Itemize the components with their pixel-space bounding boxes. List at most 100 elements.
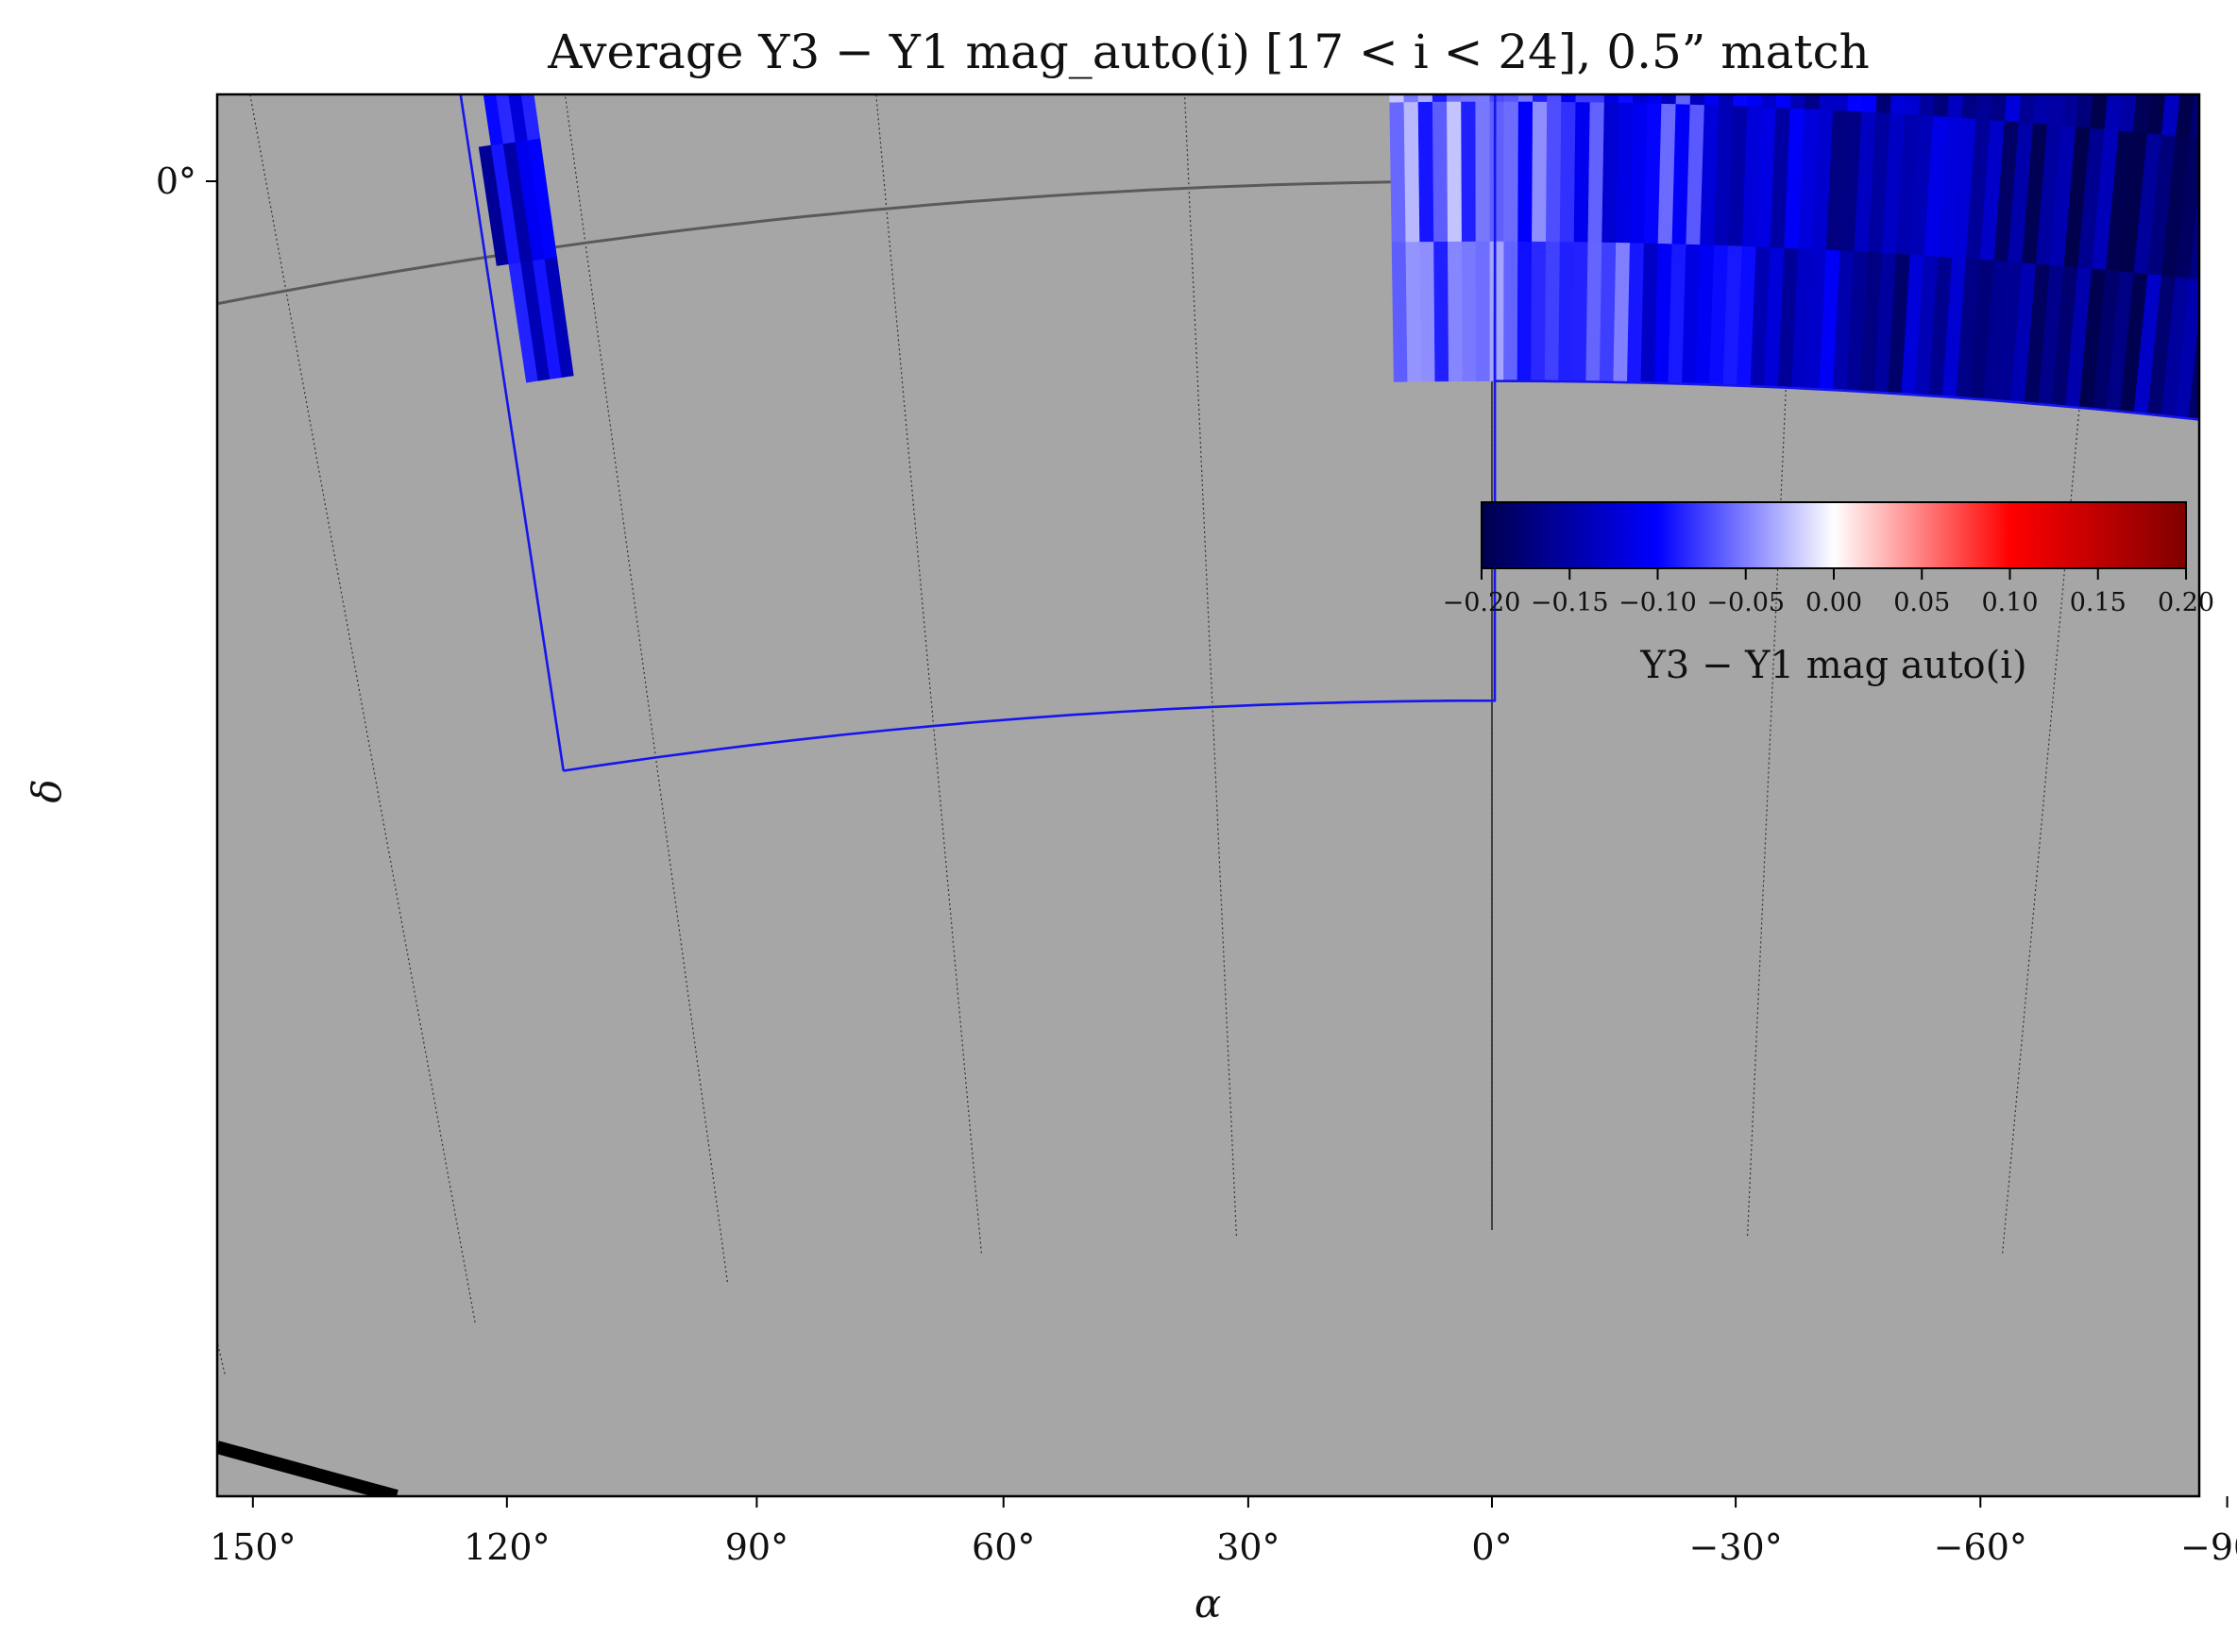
heatmap-cell [1389, 101, 1407, 243]
colorbar-tick-label: 0.20 [2158, 588, 2214, 617]
heatmap-cell [1618, 94, 1634, 104]
heatmap-cell [1733, 94, 1749, 107]
heatmap-cell [2004, 94, 2022, 123]
stripe82-outline [1493, 94, 2199, 421]
heatmap-cell [1432, 101, 1449, 243]
colorbar-tick-label: −0.20 [1443, 588, 1521, 617]
heatmap-cell [1647, 94, 1663, 104]
heatmap-cell [1547, 94, 1562, 103]
heatmap-cell [1587, 101, 1605, 243]
heatmap-cell [2104, 94, 2123, 131]
x-tick-label: −30° [1689, 1526, 1783, 1568]
heatmap-cell [1933, 94, 1950, 117]
heatmap-cell [1503, 241, 1518, 382]
heatmap-cell [2231, 143, 2237, 284]
heatmap-cell [1804, 94, 1821, 110]
heatmap-cell [1961, 94, 1978, 120]
heatmap-cell [1747, 94, 1763, 108]
heatmap-cell [1503, 101, 1519, 242]
heatmap-cell [1544, 241, 1561, 382]
heatmap-cell [1603, 94, 1619, 103]
heatmap-cell [1833, 94, 1849, 111]
heatmap-cell [2061, 94, 2079, 127]
heatmap-cell [1990, 94, 2008, 122]
heatmap-cell [1789, 94, 1806, 110]
heatmap-cell [1489, 241, 1505, 381]
heatmap-cell [2047, 94, 2065, 126]
heatmap-cell [1391, 241, 1409, 382]
heatmap-cell [1575, 94, 1591, 103]
x-tick-label: 150° [210, 1526, 297, 1568]
heatmap-cell [1689, 94, 1705, 106]
heatmap-cell [2032, 94, 2051, 125]
heatmap-cell [2202, 281, 2231, 422]
colorbar-tick-label: −0.15 [1531, 588, 1609, 617]
heatmap-cell [1561, 94, 1577, 103]
heatmap-cell [1573, 101, 1591, 243]
heatmap-cell [1503, 94, 1519, 102]
heatmap-cell [1589, 94, 1605, 103]
heatmap-cell [1403, 94, 1419, 103]
heatmap-cell [2175, 94, 2195, 138]
heatmap-cell [2217, 142, 2237, 282]
heatmap-cell [1545, 101, 1562, 243]
colorbar-tick-label: 0.10 [1981, 588, 2038, 617]
y-axis-ticks: 0°−15°−30°−45°−60°−75° [156, 160, 217, 202]
heatmap-cell [1461, 241, 1477, 382]
heatmap-cell [1531, 241, 1547, 382]
colorbar-label: Y3 − Y1 mag auto(i) [1639, 644, 2026, 687]
x-axis-ticks: 150° 120° 90° 60° 30° 0° −30° −60° −90° [210, 1496, 2237, 1568]
y-axis-label: δ [24, 779, 70, 802]
heatmap-cell [1975, 94, 1993, 121]
heatmap-cell [2118, 94, 2138, 132]
heatmap-cell [1661, 94, 1677, 105]
heatmap-cell [1517, 241, 1533, 382]
heatmap-cell [1890, 94, 1907, 115]
heatmap-cell [1447, 241, 1464, 382]
heatmap-cell [2204, 141, 2233, 281]
heatmap-cell [1389, 94, 1405, 103]
x-tick-label: 0° [1471, 1526, 1512, 1568]
heatmap-cell [1875, 94, 1892, 114]
colorbar-tick-label: −0.10 [1618, 588, 1697, 617]
plot-frame [215, 93, 2201, 1498]
galactic-plane-band [217, 1441, 398, 1496]
heatmap-cell [1633, 94, 1649, 104]
heatmap-cell [1532, 94, 1548, 102]
heatmap-cell [1775, 94, 1792, 109]
heatmap-cell [2146, 94, 2166, 135]
colorbar-ticks: −0.20 −0.15 −0.10 −0.05 0.00 0.05 0.10 0.15 0.20 [1443, 568, 2214, 617]
heatmap-cell [2233, 3, 2237, 143]
x-tick-label: 60° [972, 1526, 1035, 1568]
heatmap-cell [2229, 284, 2237, 425]
heatmap-cell [1417, 101, 1434, 243]
heatmap-cell [2132, 94, 2152, 134]
x-axis-label: α [1195, 1580, 1221, 1627]
heatmap-cell [1559, 101, 1577, 243]
heatmap-cell [1475, 101, 1491, 242]
heatmap-cell [1861, 94, 1878, 113]
heatmap-cell [1517, 101, 1534, 242]
heatmap-cell [1403, 101, 1420, 243]
x-tick-label: −90° [2180, 1526, 2237, 1568]
heatmap-cell [1447, 94, 1462, 102]
heatmap-cell [2076, 94, 2094, 128]
heatmap-cell [483, 94, 504, 146]
x-tick-label: −60° [1934, 1526, 2027, 1568]
colorbar: −0.20 −0.15 −0.10 −0.05 0.00 0.05 0.10 0.15 0.20… [1443, 501, 2214, 687]
heatmap-cell [2216, 282, 2237, 423]
heatmap-cell [1475, 94, 1491, 102]
x-tick-label: 30° [1216, 1526, 1279, 1568]
x-tick-label: 120° [464, 1526, 551, 1568]
heatmap-cell [2204, 0, 2233, 141]
heatmap-cell [496, 94, 517, 144]
colorbar-tick-label: 0.15 [2070, 588, 2127, 617]
heatmap-cell [508, 94, 529, 143]
heatmap-cell [1419, 241, 1436, 382]
heatmap-cell [1405, 241, 1422, 382]
footprint-outlines [459, 94, 2199, 772]
colorbar-tick-label: 0.00 [1805, 588, 1862, 617]
heatmap-cell [1761, 94, 1777, 109]
heatmap-cell [1571, 241, 1589, 382]
heatmap-cell [1918, 94, 1936, 116]
